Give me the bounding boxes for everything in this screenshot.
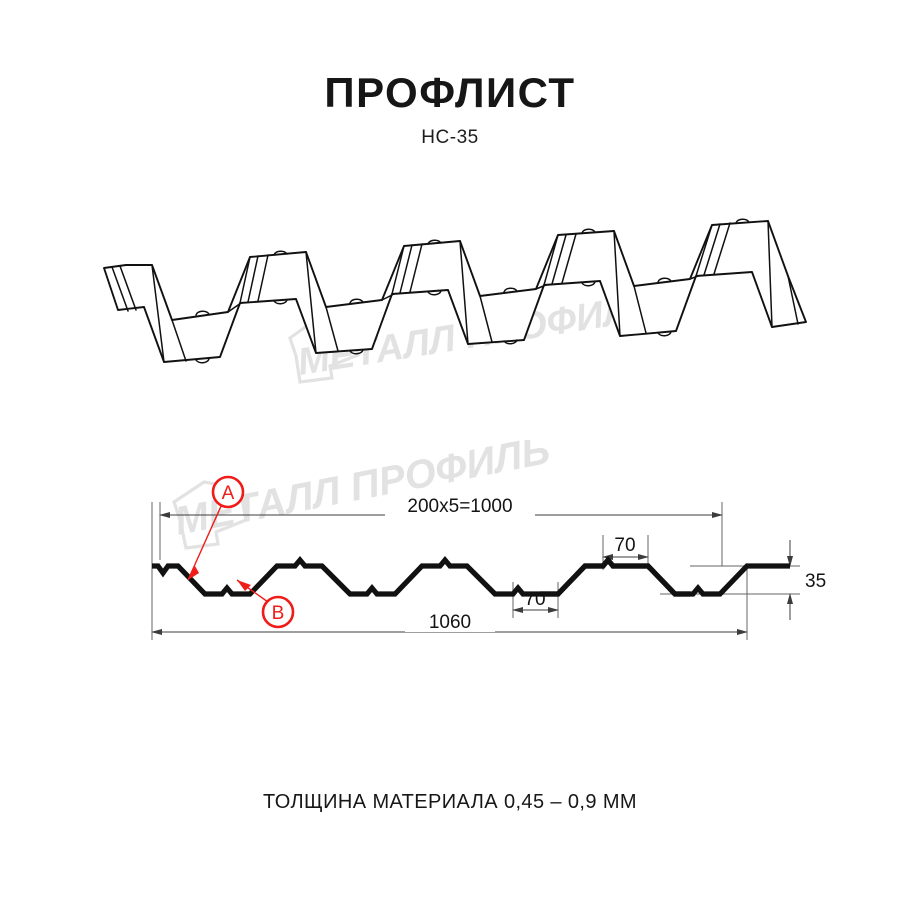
callout-b[interactable]: B xyxy=(236,579,295,629)
callout-a-circle[interactable] xyxy=(211,475,245,509)
cross-section-view: МЕТАЛЛ ПРОФИЛЬ xyxy=(0,440,900,700)
dimension-profile-height-label: 35 xyxy=(805,571,826,592)
dimension-crest-width-label: 70 xyxy=(614,535,635,556)
sheet-rib-notches xyxy=(195,218,750,364)
profile-polyline-tail xyxy=(540,555,790,597)
profile-cross-section xyxy=(152,555,790,597)
callout-a-arrow xyxy=(188,566,199,580)
callout-b-circle[interactable] xyxy=(261,595,295,629)
model-subtitle: НС-35 xyxy=(421,127,479,148)
page-title: ПРОФЛИСТ xyxy=(324,69,576,116)
callout-a-label: A xyxy=(222,483,235,504)
sheet-outline xyxy=(103,220,807,363)
dimension-pitch-total-label: 200x5=1000 xyxy=(407,496,512,517)
callout-b-label: B xyxy=(272,603,285,624)
page-footer: ТОЛЩИНА МАТЕРИАЛА 0,45 – 0,9 ММ xyxy=(0,792,900,812)
sheet-fold-lines xyxy=(111,220,799,363)
isometric-view: МЕТАЛЛ ПРОФИЛЬ xyxy=(0,210,900,430)
material-thickness-note: ТОЛЩИНА МАТЕРИАЛА 0,45 – 0,9 ММ xyxy=(263,791,637,813)
callout-b-arrow xyxy=(237,580,251,591)
dimension-pitch-total: 200x5=1000 xyxy=(159,496,723,518)
dimension-overall-width: 1060 xyxy=(151,612,748,635)
dimension-overall-width-label: 1060 xyxy=(429,612,471,633)
corrugated-sheet-body xyxy=(103,218,807,364)
callout-a-leader xyxy=(187,503,223,581)
callout-a[interactable]: A xyxy=(187,475,245,581)
dimension-crest-width: 70 xyxy=(602,535,649,560)
dimension-profile-height: 35 xyxy=(787,540,826,620)
page-header: ПРОФЛИСТ НС-35 xyxy=(0,69,900,148)
